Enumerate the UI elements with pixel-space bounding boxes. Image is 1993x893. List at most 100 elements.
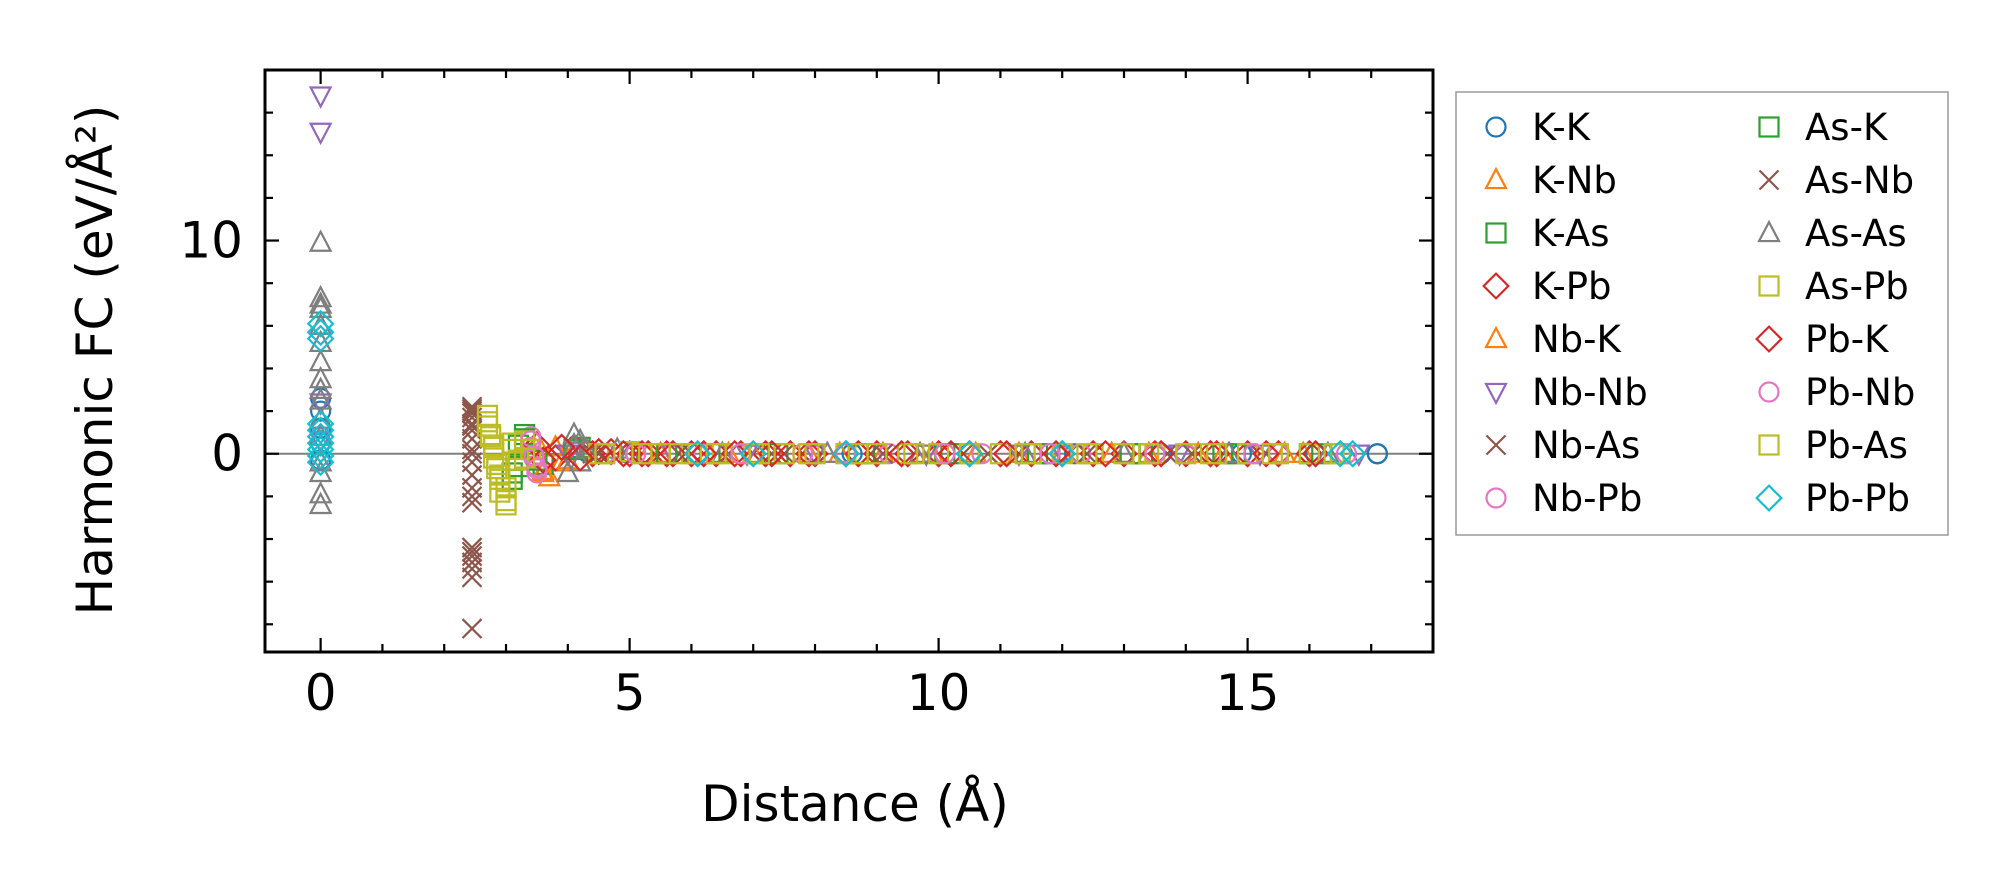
series-Pb-As [476, 411, 1345, 499]
data-point [461, 567, 483, 588]
data-point [1048, 439, 1077, 468]
data-point [924, 439, 953, 468]
data-point [710, 440, 735, 463]
legend-entry-Nb-Nb: Nb-Nb [1484, 371, 1648, 414]
legend-marker [1485, 434, 1507, 456]
data-point [847, 443, 869, 465]
legend-entry-As-Nb: As-Nb [1758, 159, 1914, 202]
data-point [1039, 443, 1061, 465]
legend-entry-Nb-As: Nb-As [1485, 424, 1640, 467]
data-point [461, 552, 483, 573]
data-point [628, 439, 656, 468]
legend-entry-Pb-Pb: Pb-Pb [1755, 477, 1910, 520]
legend-entry-K-K: K-K [1485, 106, 1592, 149]
legend-label: Nb-As [1532, 424, 1640, 467]
y-tick-label: 10 [179, 212, 243, 270]
data-point [308, 229, 333, 252]
data-point [1076, 443, 1098, 465]
data-point [479, 423, 502, 446]
series-Pb-Pb [306, 309, 1367, 477]
data-point [1051, 443, 1073, 465]
legend-entry-K-As: K-As [1485, 212, 1610, 255]
data-point [489, 464, 511, 486]
legend-label: Nb-Pb [1532, 477, 1642, 520]
legend-label: Pb-Pb [1805, 477, 1910, 520]
data-point [308, 284, 333, 308]
legend-marker [1758, 381, 1780, 403]
legend-label: As-Nb [1805, 159, 1914, 202]
data-point [631, 443, 653, 465]
legend-entry-As-K: As-K [1758, 106, 1889, 149]
legend-box [1455, 91, 1949, 536]
data-point [920, 440, 945, 463]
data-point [1316, 440, 1340, 463]
y-axis-label: Harmonic FC (eV/Å²) [66, 105, 124, 616]
data-point [306, 448, 335, 477]
data-point [1366, 443, 1388, 465]
data-point [461, 486, 483, 507]
data-point [1013, 440, 1037, 463]
data-point [476, 411, 499, 433]
data-point [1181, 443, 1203, 465]
legend-entry-As-Pb: As-Pb [1758, 265, 1909, 308]
data-point [705, 443, 727, 465]
data-point [310, 400, 332, 422]
data-point [1323, 443, 1345, 465]
legend-marker [1758, 275, 1780, 297]
data-point [928, 443, 950, 465]
data-point [308, 480, 333, 504]
data-point [495, 477, 517, 499]
data-point [798, 443, 820, 465]
data-point [308, 393, 333, 416]
data-point [958, 443, 981, 465]
data-point [739, 439, 768, 468]
data-point [306, 318, 335, 347]
legend-entry-K-Nb: K-Nb [1484, 159, 1617, 202]
legend-entry-Pb-As: Pb-As [1758, 424, 1908, 467]
data-point [461, 537, 483, 558]
legend-label: As-As [1805, 212, 1907, 255]
data-point [495, 490, 517, 512]
x-tick-label: 15 [1216, 664, 1280, 722]
legend-marker [1758, 169, 1780, 191]
legend-label: Nb-K [1532, 318, 1623, 361]
data-point [757, 439, 786, 468]
data-point [955, 439, 984, 468]
data-point [668, 443, 690, 465]
data-point [1261, 443, 1283, 465]
data-point [658, 439, 687, 468]
data-point [306, 324, 335, 353]
data-point [1233, 439, 1262, 468]
data-point [680, 443, 703, 465]
data-point [1079, 439, 1108, 468]
legend-entry-K-Pb: K-Pb [1482, 265, 1612, 308]
data-point [461, 545, 483, 567]
data-point [1175, 443, 1197, 465]
data-point [588, 443, 609, 465]
x-tick-label: 5 [614, 664, 646, 722]
data-point [1252, 439, 1281, 468]
data-point [1147, 439, 1175, 468]
legend-entry-As-As: As-As [1757, 212, 1907, 255]
data-point [1338, 439, 1367, 468]
legend-entry-Nb-Pb: Nb-Pb [1485, 477, 1642, 520]
legend-marker [1484, 382, 1508, 406]
legend-entry-Pb-Nb: Pb-Nb [1758, 371, 1915, 414]
data-point [1138, 443, 1160, 465]
series-As-Nb [461, 400, 1203, 588]
data-point [835, 443, 857, 465]
x-tick-label: 0 [305, 664, 337, 722]
data-point [461, 439, 483, 460]
legend-label: K-Pb [1532, 265, 1612, 308]
data-point [794, 439, 823, 468]
legend-label: Pb-K [1805, 318, 1890, 361]
data-point [306, 435, 335, 464]
data-point [1217, 440, 1241, 463]
data-point [1199, 443, 1222, 465]
data-point [908, 440, 932, 463]
data-point [748, 443, 770, 465]
data-point [461, 618, 483, 639]
data-point [903, 443, 925, 465]
legend-marker [1484, 325, 1508, 349]
